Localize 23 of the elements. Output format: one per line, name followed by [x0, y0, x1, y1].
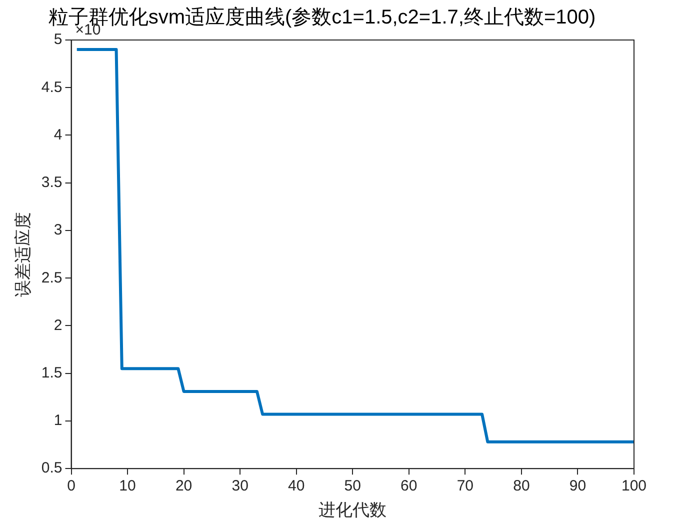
x-tick-label: 30: [232, 478, 248, 495]
x-tick-label: 100: [621, 478, 647, 495]
y-tick-label: 0.5: [41, 460, 62, 477]
x-tick-label: 60: [400, 478, 418, 495]
y-tick-label: 2: [54, 316, 62, 334]
y-tick-label: 1: [54, 412, 62, 430]
y-tick-label: 3: [54, 222, 62, 239]
x-tick-label: 10: [119, 478, 136, 495]
x-axis-title: 进化代数: [318, 500, 387, 520]
x-tick-label: 90: [569, 478, 586, 495]
y-tick-label: 5: [54, 31, 62, 48]
y-tick-label: 4.5: [41, 78, 62, 96]
x-tick-label: 80: [513, 478, 530, 495]
y-tick-label: 4: [54, 126, 62, 144]
y-tick-label: 1.5: [41, 364, 62, 382]
y-tick-label: 2.5: [41, 269, 62, 286]
x-tick-label: 70: [456, 478, 474, 495]
y-axis-title: 误差适应度: [14, 212, 33, 297]
x-tick-label: 0: [67, 478, 76, 495]
x-tick-label: 40: [288, 478, 305, 495]
y-tick-label: 3.5: [41, 174, 62, 192]
x-tick-label: 50: [344, 478, 361, 495]
x-tick-label: 20: [175, 478, 192, 495]
